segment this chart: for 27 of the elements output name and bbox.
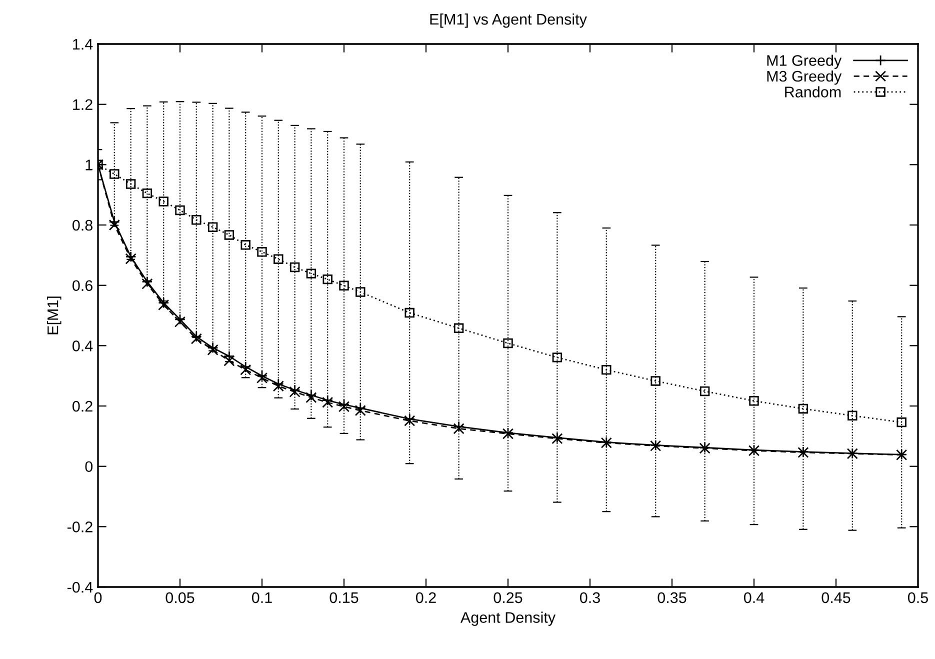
y-tick-label: -0.2: [67, 522, 92, 532]
x-tick-label: 0: [94, 592, 102, 604]
y-tick-label: 1.2: [73, 99, 92, 110]
x-tick-label: 0.35: [658, 592, 686, 604]
x-tick-label: 0.15: [330, 592, 358, 604]
y-tick-label: 0.2: [72, 400, 92, 412]
y-tick-label: -0.4: [67, 582, 93, 593]
x-tick-label: 0.5: [908, 592, 928, 604]
x-tick-label: 0.45: [822, 592, 850, 604]
x-tick-label: 0.05: [166, 592, 194, 604]
y-tick-label: 0: [85, 461, 93, 472]
x-tick-label: 0.25: [494, 592, 522, 604]
y-tick-label: 0.6: [72, 280, 92, 292]
y-tick-label: 1.4: [73, 39, 93, 50]
chart-title: E[M1] vs Agent Density: [430, 13, 587, 28]
x-axis-title: Agent Density: [460, 612, 556, 626]
legend-label: M1 Greedy: [767, 54, 842, 69]
legend-label: M3 Greedy: [767, 70, 842, 85]
x-tick-label: 0.2: [416, 592, 436, 604]
x-tick-label: 0.1: [252, 592, 272, 604]
x-tick-label: 0.4: [744, 592, 764, 604]
x-tick-label: 0.3: [580, 592, 600, 604]
y-axis-title: E[M1]: [47, 296, 62, 334]
y-tick-label: 1: [86, 160, 92, 170]
y-tick-label: 0.8: [72, 220, 92, 231]
legend-label: Random: [785, 86, 841, 98]
y-tick-label: 0.4: [72, 340, 93, 352]
